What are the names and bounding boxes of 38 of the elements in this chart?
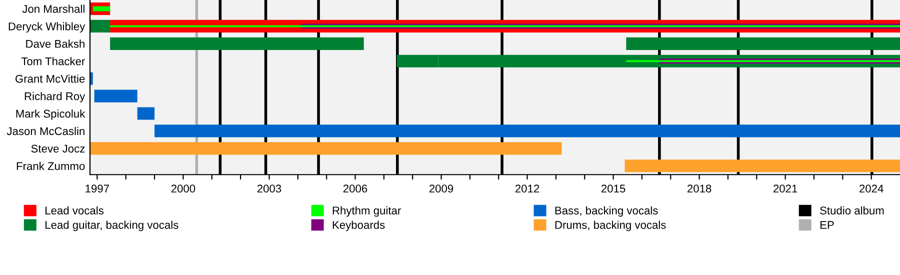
y-tick-label: Richard Roy	[24, 92, 86, 102]
x-tick-label: 2006	[343, 184, 368, 193]
y-tick-label: Dave Baksh	[26, 40, 84, 48]
y-tick-label: Jason McCaslin	[6, 126, 84, 136]
y-tick-label: Mark Spicoluk	[16, 109, 86, 120]
y-tick-label: Deryck Whibley	[8, 22, 86, 33]
legend-label: Rhythm guitar	[332, 206, 401, 217]
bar	[626, 60, 900, 62]
x-tick-label: 2024	[860, 184, 884, 193]
bar	[154, 124, 900, 138]
x-tick-label: 2000	[171, 184, 196, 193]
x-tick-label: 2015	[601, 184, 626, 193]
bar	[110, 37, 364, 50]
x-tick-label: 2012	[515, 184, 540, 193]
x-tick-label: 2003	[257, 184, 282, 193]
y-tick-label: Grant McVittie	[16, 74, 85, 83]
x-tick-label: 2018	[687, 184, 712, 193]
legend-label: EP	[820, 221, 834, 229]
bar	[137, 107, 155, 120]
bar	[90, 20, 110, 32]
legend-label: Keyboards	[332, 220, 385, 232]
y-tick-label: Frank Zummo	[16, 162, 85, 170]
y-tick-label: Steve Jocz	[31, 144, 85, 153]
x-tick-label: 1997	[86, 184, 109, 193]
bar	[94, 90, 138, 102]
legend-label: Lead vocals	[46, 206, 104, 214]
y-tick-label: Tom Thacker	[21, 57, 85, 66]
y-tick-label: Jon Marshall	[22, 4, 84, 13]
bar	[90, 142, 562, 155]
x-tick-label: 2009	[429, 184, 454, 193]
bar	[624, 160, 900, 172]
bar	[110, 25, 900, 28]
legend-label: Drums, backing vocals	[555, 220, 666, 232]
legend-label: Lead guitar, backing vocals	[46, 220, 178, 232]
legend-label: Studio album	[820, 206, 884, 214]
bar	[626, 37, 900, 50]
legend-label: Bass, backing vocals	[555, 206, 658, 217]
x-tick-label: 2021	[774, 184, 798, 193]
